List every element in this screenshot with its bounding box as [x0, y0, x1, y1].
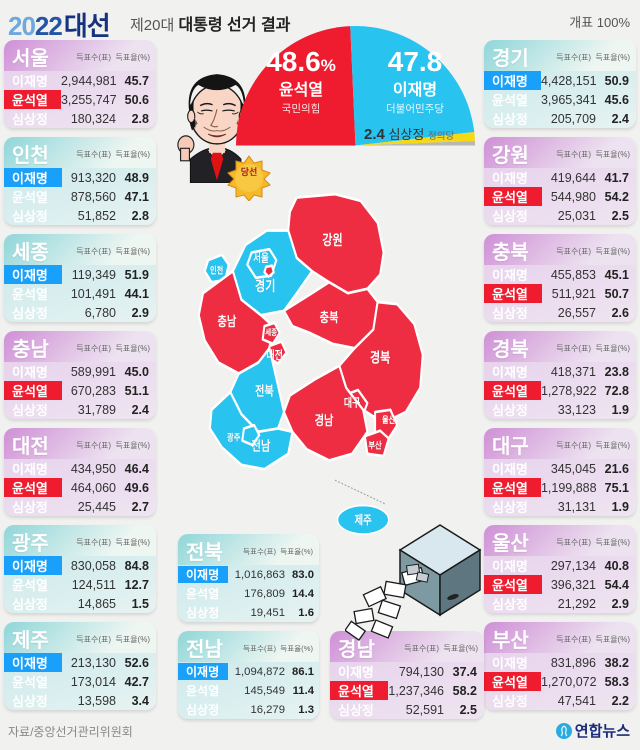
svg-text:경남: 경남	[315, 413, 334, 429]
svg-text:부산: 부산	[368, 439, 382, 450]
svg-text:대전: 대전	[266, 348, 282, 363]
svg-text:충북: 충북	[320, 309, 339, 325]
svg-text:경북: 경북	[370, 349, 391, 366]
svg-text:경기: 경기	[255, 278, 275, 295]
svg-text:충남: 충남	[218, 314, 237, 330]
svg-text:광주: 광주	[227, 432, 241, 443]
svg-text:당선: 당선	[241, 166, 258, 177]
svg-text:대구: 대구	[344, 395, 361, 410]
svg-text:서울: 서울	[253, 250, 269, 265]
svg-text:울산: 울산	[382, 414, 396, 425]
svg-text:전남: 전남	[252, 438, 271, 454]
svg-text:세종: 세종	[265, 327, 277, 337]
svg-text:인천: 인천	[210, 264, 224, 275]
svg-text:강원: 강원	[322, 231, 342, 248]
svg-text:전북: 전북	[255, 383, 274, 399]
svg-text:제주: 제주	[355, 512, 372, 528]
